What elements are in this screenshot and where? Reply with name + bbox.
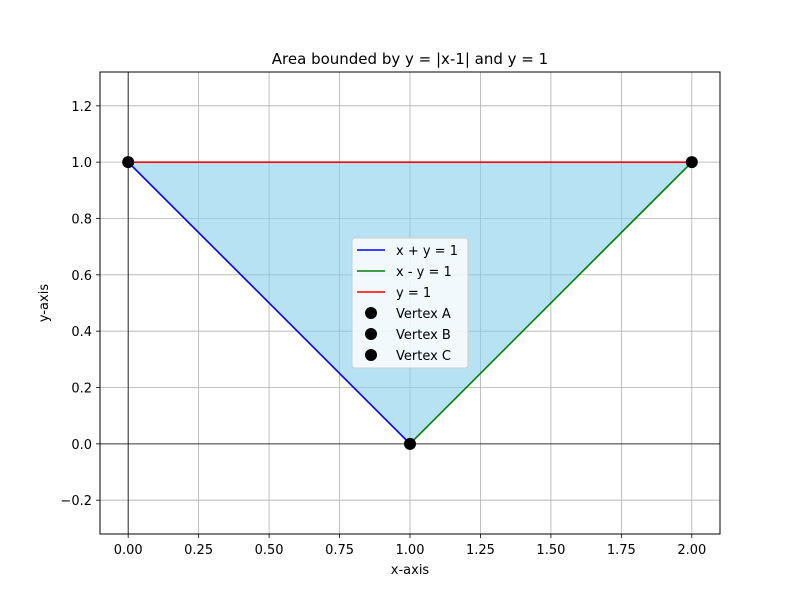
y-axis-label: y-axis — [37, 284, 52, 322]
y-tick-label-7: 1.2 — [71, 100, 92, 115]
legend-label-3: Vertex A — [396, 307, 451, 322]
vertex-point-2 — [685, 156, 698, 169]
x-ticks: 0.00 0.25 0.50 0.75 1.00 1.25 1.50 1.75 2.00 — [114, 534, 706, 558]
series-line-0 — [127, 161, 411, 445]
legend: x + y = 1 x - y = 1 y = 1 Vertex A Vertex B V… — [351, 237, 469, 369]
legend-point-swatch-5 — [365, 349, 377, 361]
legend-label-0: x + y = 1 — [396, 244, 458, 259]
y-tick-label-6: 1.0 — [71, 156, 92, 171]
x-tick-label-1: 0.25 — [184, 543, 213, 558]
series-group — [122, 156, 698, 450]
x-tick-label-5: 1.25 — [466, 543, 495, 558]
series-line-1 — [409, 161, 693, 445]
x-tick-label-3: 0.75 — [325, 543, 354, 558]
x-tick-label-7: 1.75 — [607, 543, 636, 558]
y-tick-label-4: 0.6 — [71, 269, 92, 284]
y-tick-label-3: 0.4 — [71, 325, 92, 340]
vertex-point-0 — [122, 156, 135, 169]
x-tick-label-4: 1.00 — [396, 543, 425, 558]
y-tick-label-2: 0.2 — [71, 382, 92, 397]
y-tick-label-1: 0.0 — [71, 438, 92, 453]
legend-label-4: Vertex B — [396, 328, 451, 343]
legend-point-swatch-4 — [365, 328, 377, 340]
vertex-point-1 — [404, 437, 416, 450]
y-ticks: −0.2 0.0 0.2 0.4 0.6 0.8 1.0 1.2 — [60, 100, 100, 509]
y-tick-label-5: 0.8 — [71, 212, 92, 227]
y-tick-label-0: −0.2 — [60, 494, 92, 509]
x-tick-label-0: 0.00 — [114, 543, 143, 558]
legend-label-2: y = 1 — [396, 286, 431, 301]
legend-label-1: x - y = 1 — [396, 265, 452, 280]
chart-title: Area bounded by y = |x-1| and y = 1 — [272, 50, 548, 68]
legend-label-5: Vertex C — [396, 349, 451, 364]
x-tick-label-2: 0.50 — [255, 543, 284, 558]
x-axis-label: x-axis — [391, 563, 430, 578]
x-tick-label-8: 2.00 — [677, 543, 706, 558]
legend-point-swatch-3 — [365, 307, 377, 319]
x-tick-label-6: 1.50 — [536, 543, 565, 558]
